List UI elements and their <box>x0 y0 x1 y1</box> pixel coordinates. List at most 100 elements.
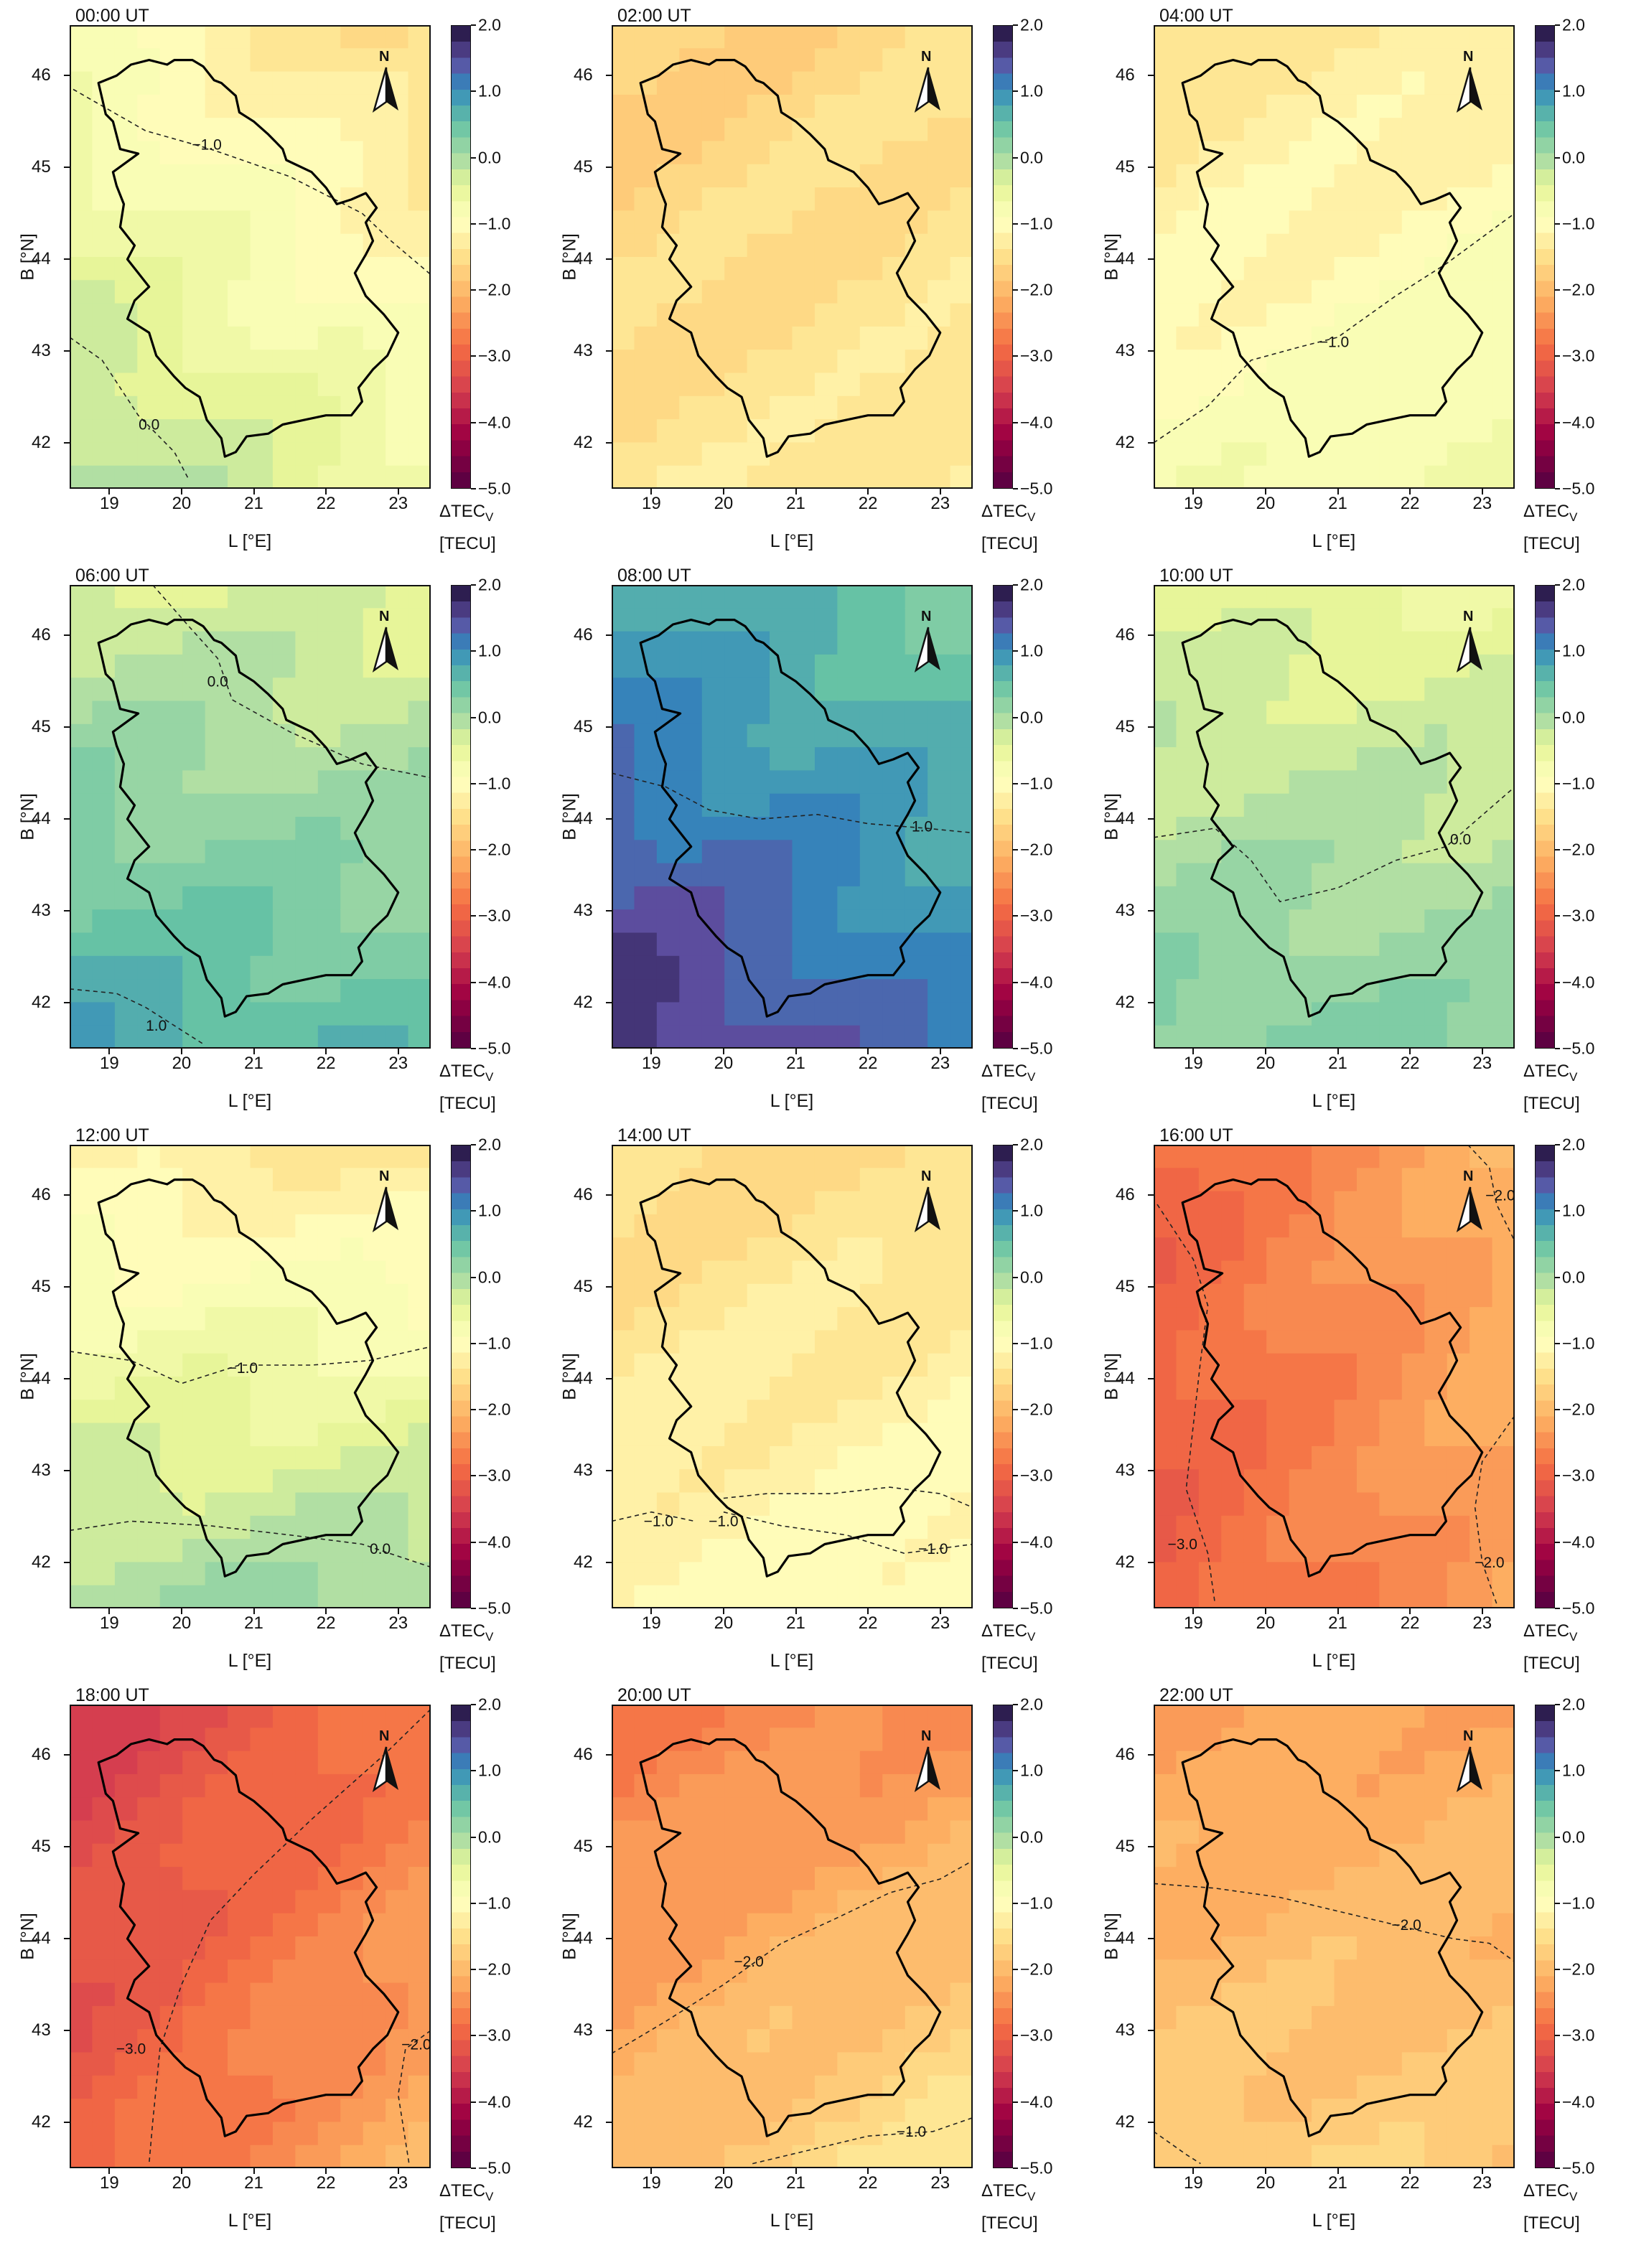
field-cell <box>159 1237 183 1262</box>
field-cell <box>182 840 206 864</box>
field-cell <box>792 210 816 235</box>
field-cell <box>792 1307 816 1331</box>
field-cell <box>182 1145 206 1169</box>
field-cell <box>92 442 116 467</box>
field-cell <box>70 442 93 467</box>
field-cell <box>1379 886 1403 910</box>
field-cell <box>1154 1913 1177 1937</box>
field-cell <box>1154 1145 1177 1169</box>
field-cell <box>70 71 93 95</box>
field-cell <box>950 1330 973 1354</box>
field-cell <box>295 442 319 467</box>
field-cell <box>814 1867 838 1891</box>
field-cell <box>205 1728 228 1752</box>
field-cell <box>114 465 139 489</box>
x-tick-label: 23 <box>388 1054 408 1073</box>
y-tick-label: 44 <box>1116 249 1135 269</box>
field-cell <box>1470 25 1493 50</box>
field-cell <box>182 886 206 910</box>
field-cell <box>159 1867 183 1891</box>
field-cell <box>1221 1307 1245 1331</box>
field-cell <box>701 372 725 397</box>
field-cell <box>905 1959 928 1984</box>
colorbar-tick-label: −4.0 <box>1562 1532 1595 1552</box>
field-cell <box>679 700 703 725</box>
field-cell <box>1154 1585 1177 1608</box>
field-cell <box>92 141 116 165</box>
field-cell <box>1492 187 1515 212</box>
field-cell <box>1447 1562 1470 1586</box>
field-cell <box>950 395 973 420</box>
field-cell <box>1198 210 1223 235</box>
field-cell <box>1154 233 1177 258</box>
field-cell <box>1221 955 1245 980</box>
field-cell <box>1312 1982 1335 2007</box>
field-cell <box>1289 700 1312 725</box>
field-cell <box>1221 372 1245 397</box>
field-cell <box>1198 465 1223 489</box>
colorbar-tick-mark <box>471 488 476 489</box>
y-tick-label: 43 <box>32 1461 51 1481</box>
field-cell <box>950 1002 973 1026</box>
field-cell <box>205 1890 228 1914</box>
north-arrow-icon <box>372 627 398 673</box>
colorbar-tick-label: 0.0 <box>1020 708 1043 727</box>
map-area: −3.0 −2.0 <box>70 1705 431 2168</box>
field-cell <box>1424 164 1448 188</box>
field-cell <box>92 1400 116 1424</box>
field-cell <box>679 187 703 212</box>
field-cell <box>792 326 816 350</box>
field-cell <box>182 747 206 772</box>
field-cell <box>724 1237 748 1262</box>
field-cell <box>1266 2005 1290 2030</box>
field-cell <box>70 187 93 212</box>
field-cell <box>1356 608 1380 632</box>
field-cell <box>295 909 319 934</box>
field-cell <box>859 608 884 632</box>
field-cell <box>182 1585 206 1608</box>
field-cell <box>182 2099 206 2123</box>
field-cell <box>724 419 748 444</box>
field-cell <box>882 94 906 118</box>
field-cell <box>1198 1890 1223 1914</box>
field-cell <box>363 1867 386 1891</box>
field-cell <box>1356 2052 1380 2076</box>
field-cell <box>363 25 386 50</box>
field-cell <box>1154 678 1177 702</box>
colorbar-tick-label: 1.0 <box>1562 1761 1585 1780</box>
field-cell <box>114 350 139 374</box>
field-cell <box>634 1843 658 1868</box>
field-cell <box>928 48 951 72</box>
field-cell <box>1312 608 1335 632</box>
field-cell <box>114 1145 139 1169</box>
field-cell <box>1243 1585 1267 1608</box>
colorbar-tick-mark <box>1013 1836 1018 1838</box>
field-cell <box>1379 233 1403 258</box>
field-cell <box>612 608 635 632</box>
field-cell <box>928 2099 951 2123</box>
y-tick-label: 42 <box>574 433 593 453</box>
field-cell <box>612 118 635 142</box>
field-cell <box>92 2075 116 2099</box>
field-cell <box>250 1728 274 1752</box>
field-cell <box>1221 1214 1245 1238</box>
north-arrow-label: N <box>921 1728 932 1744</box>
field-cell <box>1401 118 1426 142</box>
field-cell <box>1198 770 1223 795</box>
field-cell <box>386 1867 409 1891</box>
field-cell <box>317 2099 342 2123</box>
x-tick-mark <box>939 1608 941 1614</box>
field-cell <box>905 585 928 609</box>
colorbar-tick-mark <box>1013 1770 1018 1772</box>
field-cell <box>92 187 116 212</box>
field-cell <box>1356 1145 1380 1169</box>
field-cell <box>159 1773 183 1798</box>
field-cell <box>70 1307 93 1331</box>
field-cell <box>724 1705 748 1729</box>
x-tick-label: 22 <box>858 1054 878 1073</box>
field-cell <box>1401 442 1426 467</box>
y-tick-mark <box>1148 2122 1154 2124</box>
map-area: −2.0 <box>1154 1705 1515 2168</box>
field-cell <box>837 303 861 327</box>
field-cell <box>159 1260 183 1285</box>
